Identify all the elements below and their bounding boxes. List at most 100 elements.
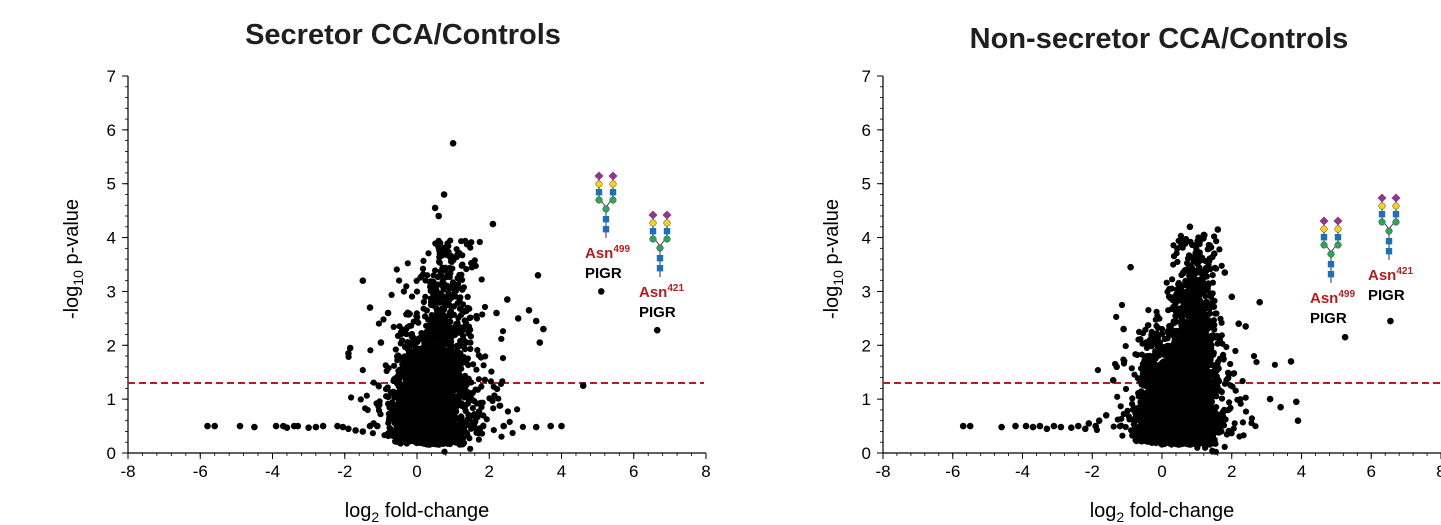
data-point [408, 389, 416, 396]
data-point [558, 422, 565, 430]
y-tick-label: 3 [107, 282, 116, 301]
data-point [386, 404, 393, 411]
data-point [453, 361, 460, 368]
data-point [459, 261, 466, 268]
data-point [393, 432, 400, 439]
data-point [465, 323, 473, 330]
data-point [396, 323, 403, 330]
data-point [440, 286, 447, 293]
data-point [461, 346, 469, 353]
data-point [443, 295, 450, 302]
data-point [457, 338, 464, 345]
galactose-circle [649, 219, 657, 227]
y-tick-label: 3 [862, 282, 871, 301]
data-point [447, 237, 454, 244]
data-point [345, 350, 352, 357]
sialic-acid-diamond [608, 171, 618, 181]
data-point [536, 339, 544, 346]
data-point [394, 394, 401, 401]
data-point [394, 380, 401, 387]
data-point [459, 403, 466, 410]
data-point [1248, 415, 1255, 422]
data-point [449, 140, 457, 147]
y-tick-label: 6 [862, 121, 871, 140]
data-point [473, 312, 480, 320]
y-tick-label: 6 [107, 121, 116, 140]
data-point [431, 387, 438, 394]
x-tick-label: -6 [193, 462, 208, 481]
y-tick-label: 2 [107, 336, 116, 355]
data-point [429, 420, 436, 427]
data-point [421, 440, 428, 447]
data-point [428, 403, 435, 410]
glcnac-square [656, 255, 664, 262]
data-point [380, 316, 387, 323]
data-point [452, 293, 459, 300]
data-point [426, 382, 433, 389]
x-tick-label: -8 [875, 462, 890, 481]
data-point [498, 433, 505, 440]
data-point [449, 279, 457, 286]
data-point [413, 318, 420, 325]
data-point [370, 379, 377, 386]
data-point [451, 349, 458, 356]
data-point [477, 425, 484, 432]
data-point [471, 397, 478, 405]
data-point [450, 377, 457, 384]
data-point [504, 408, 511, 415]
data-point [1148, 342, 1155, 349]
data-point [500, 422, 508, 430]
highlight-point [653, 326, 661, 334]
data-point [413, 421, 420, 428]
data-point [445, 290, 452, 297]
glcnac-square [649, 228, 657, 235]
highlight-point [597, 288, 605, 295]
data-point [413, 313, 420, 320]
data-point [407, 352, 414, 359]
data-point [466, 435, 473, 442]
data-point [1113, 313, 1120, 320]
data-points [204, 140, 661, 435]
data-point [499, 355, 507, 362]
glcnac-square [595, 189, 603, 196]
x-tick-label: 0 [1157, 462, 1166, 481]
data-point [424, 430, 431, 438]
data-point [450, 286, 457, 293]
data-point [442, 302, 449, 309]
data-point [417, 417, 424, 424]
data-point [455, 440, 462, 447]
data-point [408, 330, 415, 338]
data-point [470, 361, 477, 368]
data-point [400, 288, 407, 295]
data-point [471, 424, 478, 431]
data-point [319, 422, 327, 430]
data-point [497, 402, 504, 409]
data-point [425, 250, 432, 257]
data-point [430, 278, 437, 285]
y-tick-label: 0 [107, 444, 116, 463]
data-point [452, 330, 459, 337]
data-point [394, 357, 401, 364]
data-point [419, 265, 427, 272]
glcnac-square [602, 226, 610, 233]
gene-label: PIGR [639, 304, 676, 321]
data-point [426, 388, 433, 396]
data-point [312, 423, 320, 431]
data-point [390, 391, 397, 398]
data-point [345, 425, 352, 433]
data-point [465, 330, 472, 337]
data-point [514, 315, 522, 322]
data-point [404, 394, 411, 401]
data-point [428, 312, 435, 319]
data-point [339, 423, 347, 431]
data-point [359, 367, 366, 374]
data-point [423, 307, 430, 314]
data-point [423, 322, 430, 329]
data-point [449, 416, 456, 423]
data-point [390, 323, 397, 330]
data-point [490, 427, 497, 434]
data-point [462, 387, 469, 394]
x-axis-label: log2 fold-change [345, 500, 490, 525]
data-point [416, 396, 423, 404]
